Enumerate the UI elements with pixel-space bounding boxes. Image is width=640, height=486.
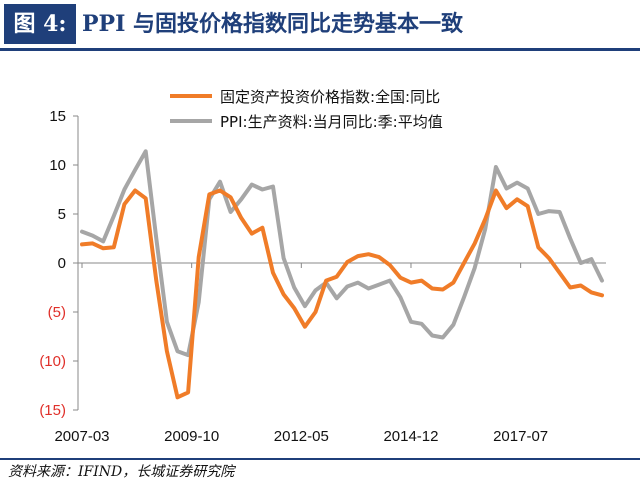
legend-label: PPI:生产资料:当月同比:季:平均值 <box>220 113 443 131</box>
x-tick-label: 2009-10 <box>164 428 219 445</box>
y-tick-label: 10 <box>49 157 66 174</box>
figure-number: 图 4: <box>4 4 76 44</box>
source-divider <box>0 458 640 460</box>
chart-axes: 15 10 5 0 (5) (10) (15) 2007-03 2009-10 2012-05 20… <box>39 108 606 445</box>
y-tick-label: 15 <box>49 108 66 125</box>
x-tick-label: 2012-05 <box>274 428 329 445</box>
y-tick-label: (5) <box>48 304 66 321</box>
series-fixed-asset-price <box>80 188 604 400</box>
x-tick-label: 2007-03 <box>54 428 109 445</box>
source-note: 资料来源：IFIND，长城证券研究院 <box>8 464 235 480</box>
x-tick-label: 2014-12 <box>383 428 438 445</box>
y-tick-label: 0 <box>58 255 66 272</box>
y-tick-label: (10) <box>39 353 66 370</box>
line-chart: 15 10 5 0 (5) (10) (15) 2007-03 2009-10 2012-05 20… <box>39 88 606 445</box>
series-ppi-production <box>80 149 604 358</box>
y-tick-label: 5 <box>58 206 66 223</box>
x-tick-label: 2017-07 <box>493 428 548 445</box>
legend-label: 固定资产投资价格指数:全国:同比 <box>220 88 440 106</box>
title-divider <box>0 48 640 51</box>
series-layer <box>80 149 604 400</box>
figure-title: PPI 与固投价格指数同比走势基本一致 <box>82 11 464 37</box>
chart-legend: 固定资产投资价格指数:全国:同比 PPI:生产资料:当月同比:季:平均值 <box>170 88 443 131</box>
y-tick-label: (15) <box>39 402 66 419</box>
title-bar: 图 4: PPI 与固投价格指数同比走势基本一致 <box>0 0 640 51</box>
